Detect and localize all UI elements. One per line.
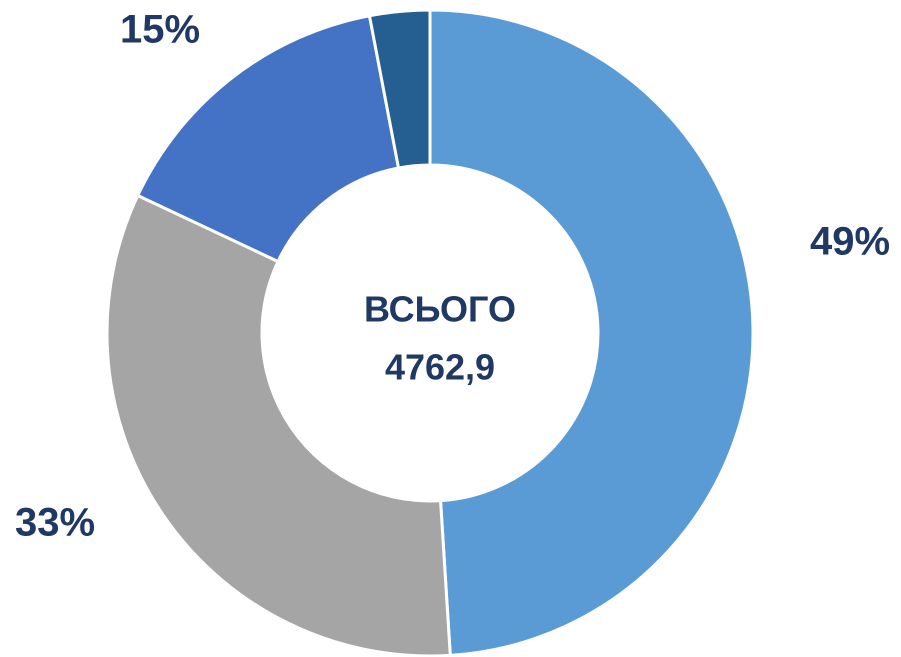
data-label: 15% [120,8,200,52]
center-title: ВСЬОГО [364,289,516,330]
page: {"chart_data": { "type": "pie", "categor… [0,0,901,657]
data-label: 49% [810,220,890,264]
chart: ВСЬОГО 4762,9 49% 33% 15% [0,0,901,657]
slice [107,195,450,656]
slice [430,10,753,655]
center-value: 4762,9 [385,347,495,388]
data-label: 33% [15,501,95,545]
